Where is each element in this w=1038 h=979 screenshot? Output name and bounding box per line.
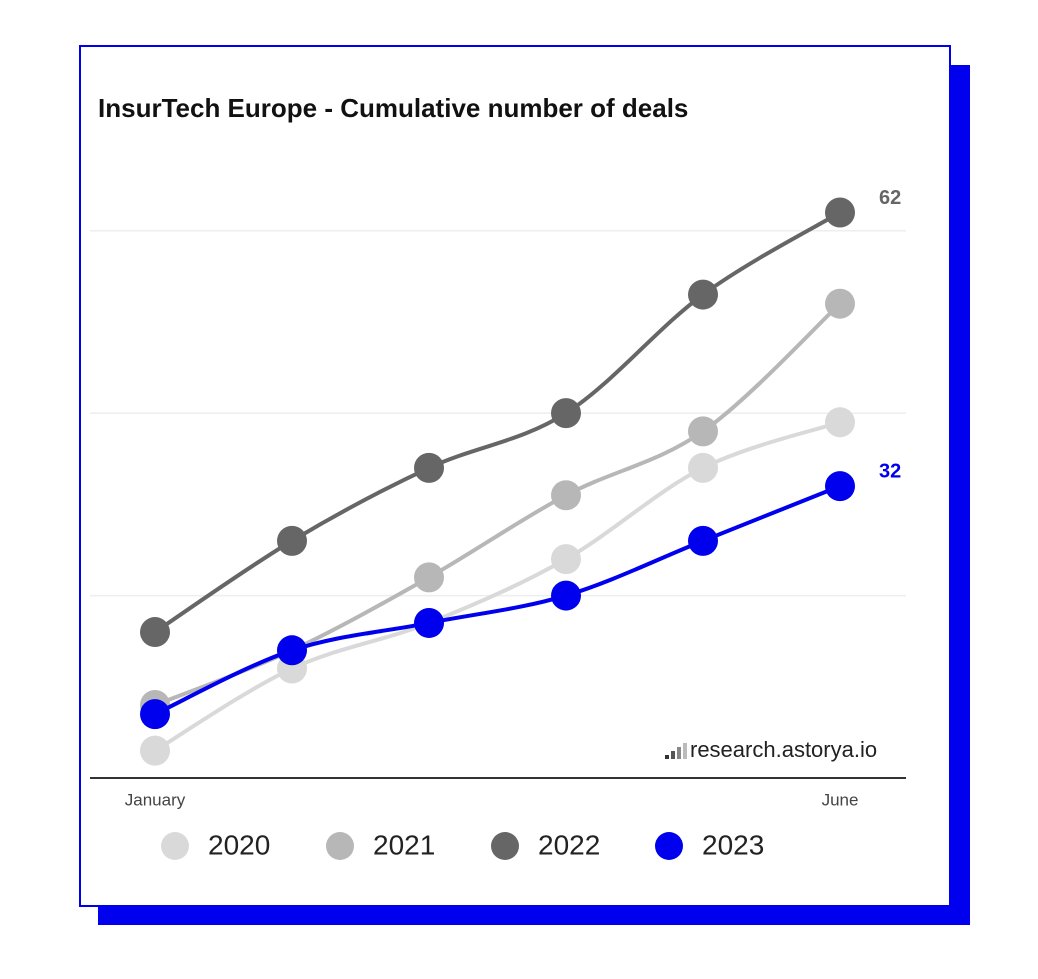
legend-label: 2020 xyxy=(208,829,270,860)
x-tick-label: January xyxy=(125,790,186,809)
series-line xyxy=(154,484,841,716)
data-point xyxy=(414,452,444,483)
data-label: 32 xyxy=(879,460,901,482)
legend-label: 2023 xyxy=(702,829,764,860)
data-point xyxy=(688,279,718,310)
data-point xyxy=(414,562,444,593)
watermark: research.astorya.io xyxy=(665,737,877,762)
legend-swatch xyxy=(491,832,519,860)
data-point xyxy=(825,197,855,228)
data-label: 62 xyxy=(879,187,901,209)
legend-label: 2022 xyxy=(538,829,600,860)
data-point xyxy=(277,525,307,556)
data-point xyxy=(825,471,855,502)
card xyxy=(79,45,951,907)
data-point xyxy=(551,544,581,575)
data-point xyxy=(688,452,718,483)
data-point xyxy=(140,735,170,766)
data-point xyxy=(140,617,170,648)
data-point xyxy=(277,635,307,666)
data-point xyxy=(140,699,170,730)
data-point xyxy=(825,288,855,319)
watermark-text: research.astorya.io xyxy=(690,737,877,762)
legend-swatch xyxy=(655,832,683,860)
series-line xyxy=(153,420,841,753)
chart-title: InsurTech Europe - Cumulative number of … xyxy=(98,93,688,123)
data-point xyxy=(551,580,581,611)
legend-label: 2021 xyxy=(373,829,435,860)
legend-swatch xyxy=(326,832,354,860)
data-point xyxy=(688,525,718,556)
data-point xyxy=(825,407,855,438)
data-point xyxy=(551,480,581,511)
data-point xyxy=(414,607,444,638)
legend-swatch xyxy=(161,832,189,860)
data-point xyxy=(688,416,718,447)
data-point xyxy=(551,398,581,429)
series-line xyxy=(153,210,842,634)
x-tick-label: June xyxy=(822,790,859,809)
